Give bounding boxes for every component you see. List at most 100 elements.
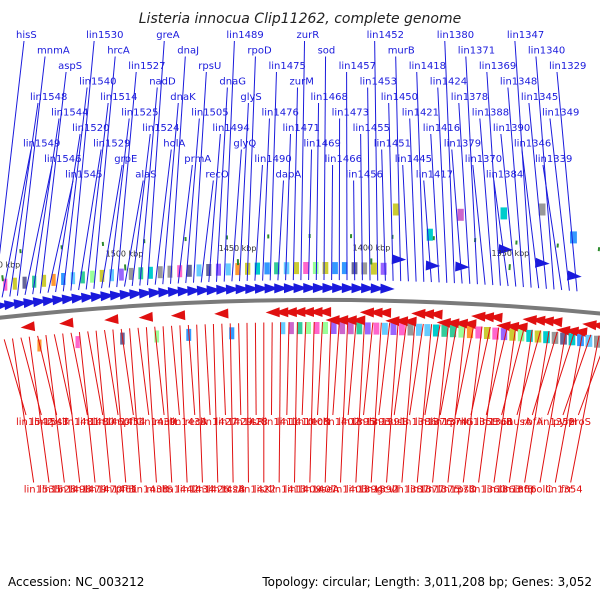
forward-gene-label: lin1475 bbox=[269, 61, 306, 72]
reverse-gene-category bbox=[543, 331, 550, 344]
forward-gene-label: lin1466 bbox=[325, 154, 362, 165]
reverse-gene-label: lin1375 bbox=[423, 485, 460, 496]
reverse-gene-label: lin1433 bbox=[169, 417, 206, 428]
reverse-leader-line bbox=[508, 329, 533, 483]
reverse-gene-category bbox=[449, 325, 457, 338]
reverse-leader-line bbox=[393, 323, 407, 416]
reverse-gene-label: lin1363 bbox=[484, 485, 521, 496]
forward-gene-category bbox=[283, 262, 290, 275]
forward-leader-line bbox=[549, 118, 570, 291]
reverse-leader-line bbox=[28, 336, 50, 483]
forward-leader-line bbox=[277, 180, 284, 281]
reverse-leader-line bbox=[204, 324, 211, 416]
reverse-gene-label: lin1386 bbox=[400, 417, 437, 428]
forward-gene-label: lin1514 bbox=[100, 92, 137, 103]
forward-gene-arrow bbox=[32, 297, 48, 308]
reverse-gene-label: lin1498 bbox=[54, 485, 91, 496]
reverse-gene-arrow bbox=[299, 307, 314, 317]
reverse-gene-category bbox=[534, 330, 542, 343]
forward-gene-label: dnaK bbox=[170, 92, 196, 103]
reverse-gene-category bbox=[526, 329, 533, 342]
reverse-leader-line bbox=[439, 325, 458, 416]
forward-leader-line bbox=[185, 118, 200, 284]
forward-gene-category bbox=[457, 208, 464, 221]
forward-gene-category bbox=[80, 271, 85, 284]
forward-gene-label: lin1418 bbox=[409, 61, 446, 72]
reverse-gene-label: lin1439 bbox=[139, 417, 176, 428]
forward-gene-category bbox=[500, 207, 508, 220]
reverse-leader-line bbox=[363, 322, 374, 416]
forward-gene-arrow bbox=[148, 288, 163, 298]
forward-gene-arrow bbox=[245, 284, 260, 294]
forward-gene-label: lin1455 bbox=[353, 123, 390, 134]
reverse-gene-arrow bbox=[590, 322, 600, 330]
reverse-gene-label: lisK bbox=[254, 485, 272, 496]
reverse-gene-category bbox=[75, 336, 80, 349]
reverse-gene-label: lin1413 bbox=[269, 485, 306, 496]
reverse-gene-arrow bbox=[479, 312, 495, 323]
forward-gene-category bbox=[371, 262, 377, 275]
forward-gene-label: rpsU bbox=[198, 61, 221, 72]
forward-gene-label: alaS bbox=[135, 170, 156, 181]
forward-leader-line bbox=[47, 180, 74, 293]
reverse-gene-category bbox=[331, 322, 337, 334]
forward-gene-category bbox=[128, 267, 134, 280]
reverse-gene-label: tcsA bbox=[223, 485, 245, 496]
reverse-gene-arrow bbox=[419, 309, 435, 320]
forward-leader-line bbox=[177, 164, 193, 284]
forward-leader-line bbox=[360, 133, 363, 281]
reverse-leader-line bbox=[179, 325, 188, 483]
forward-gene-category bbox=[235, 263, 241, 276]
position-label: 1400 kbp bbox=[353, 243, 391, 252]
reverse-gene-label: lin1407 bbox=[300, 485, 337, 496]
reverse-leader-line bbox=[286, 322, 290, 416]
reverse-gene-label: lin1428 bbox=[208, 485, 245, 496]
forward-gene-label: grpE bbox=[114, 154, 137, 165]
reverse-leader-line bbox=[278, 322, 282, 483]
reverse-gene-arrow bbox=[20, 321, 36, 332]
reverse-gene-label: rpsT bbox=[47, 417, 70, 428]
forward-leader-line bbox=[239, 102, 249, 282]
reverse-leader-line bbox=[324, 321, 332, 483]
forward-leader-line bbox=[147, 40, 165, 286]
forward-gene-arrow bbox=[167, 287, 183, 297]
reverse-gene-arrow bbox=[368, 307, 383, 318]
forward-gene-category bbox=[90, 270, 95, 283]
reverse-leader-line bbox=[87, 331, 104, 416]
reverse-leader-line bbox=[447, 325, 466, 483]
forward-gene-category bbox=[341, 262, 348, 275]
reverse-leader-line bbox=[238, 323, 242, 416]
reverse-gene-label: infB bbox=[515, 485, 535, 496]
forward-leader-line bbox=[353, 180, 356, 281]
forward-gene-arrow bbox=[81, 292, 96, 303]
forward-leader-line bbox=[437, 87, 448, 283]
map-title: Listeria innocua Clip11262, complete gen… bbox=[139, 11, 461, 27]
reverse-gene-arrow bbox=[411, 308, 426, 319]
reverse-gene-label: nusB bbox=[384, 417, 409, 428]
forward-leader-line bbox=[62, 87, 88, 292]
reverse-gene-arrow bbox=[402, 316, 417, 327]
forward-gene-category bbox=[293, 262, 299, 275]
forward-gene-category bbox=[3, 278, 8, 291]
forward-leader-line bbox=[542, 164, 563, 291]
forward-gene-label: glyQ bbox=[233, 139, 256, 150]
forward-gene-category bbox=[167, 265, 173, 278]
reverse-gene-category bbox=[399, 323, 405, 336]
forward-gene-category bbox=[41, 274, 47, 287]
forward-gene-category bbox=[361, 262, 368, 275]
forward-gene-category bbox=[570, 231, 577, 244]
forward-gene-arrow bbox=[4, 300, 19, 311]
reverse-leader-line bbox=[53, 334, 73, 416]
reverse-leader-line bbox=[386, 323, 399, 483]
forward-gene-label: mnmA bbox=[37, 46, 70, 57]
forward-gene-label: dnaJ bbox=[177, 46, 199, 57]
forward-gene-arrow bbox=[425, 260, 441, 271]
reverse-gene-label: mutS bbox=[146, 485, 172, 496]
reverse-gene-label: lin1427 bbox=[200, 417, 237, 428]
reverse-leader-line bbox=[301, 321, 307, 416]
forward-gene-label: lin1471 bbox=[283, 123, 320, 134]
forward-leader-line bbox=[409, 118, 417, 282]
reverse-gene-label: lin1470 bbox=[85, 485, 122, 496]
reverse-leader-line bbox=[455, 326, 475, 416]
forward-gene-category bbox=[332, 262, 338, 275]
